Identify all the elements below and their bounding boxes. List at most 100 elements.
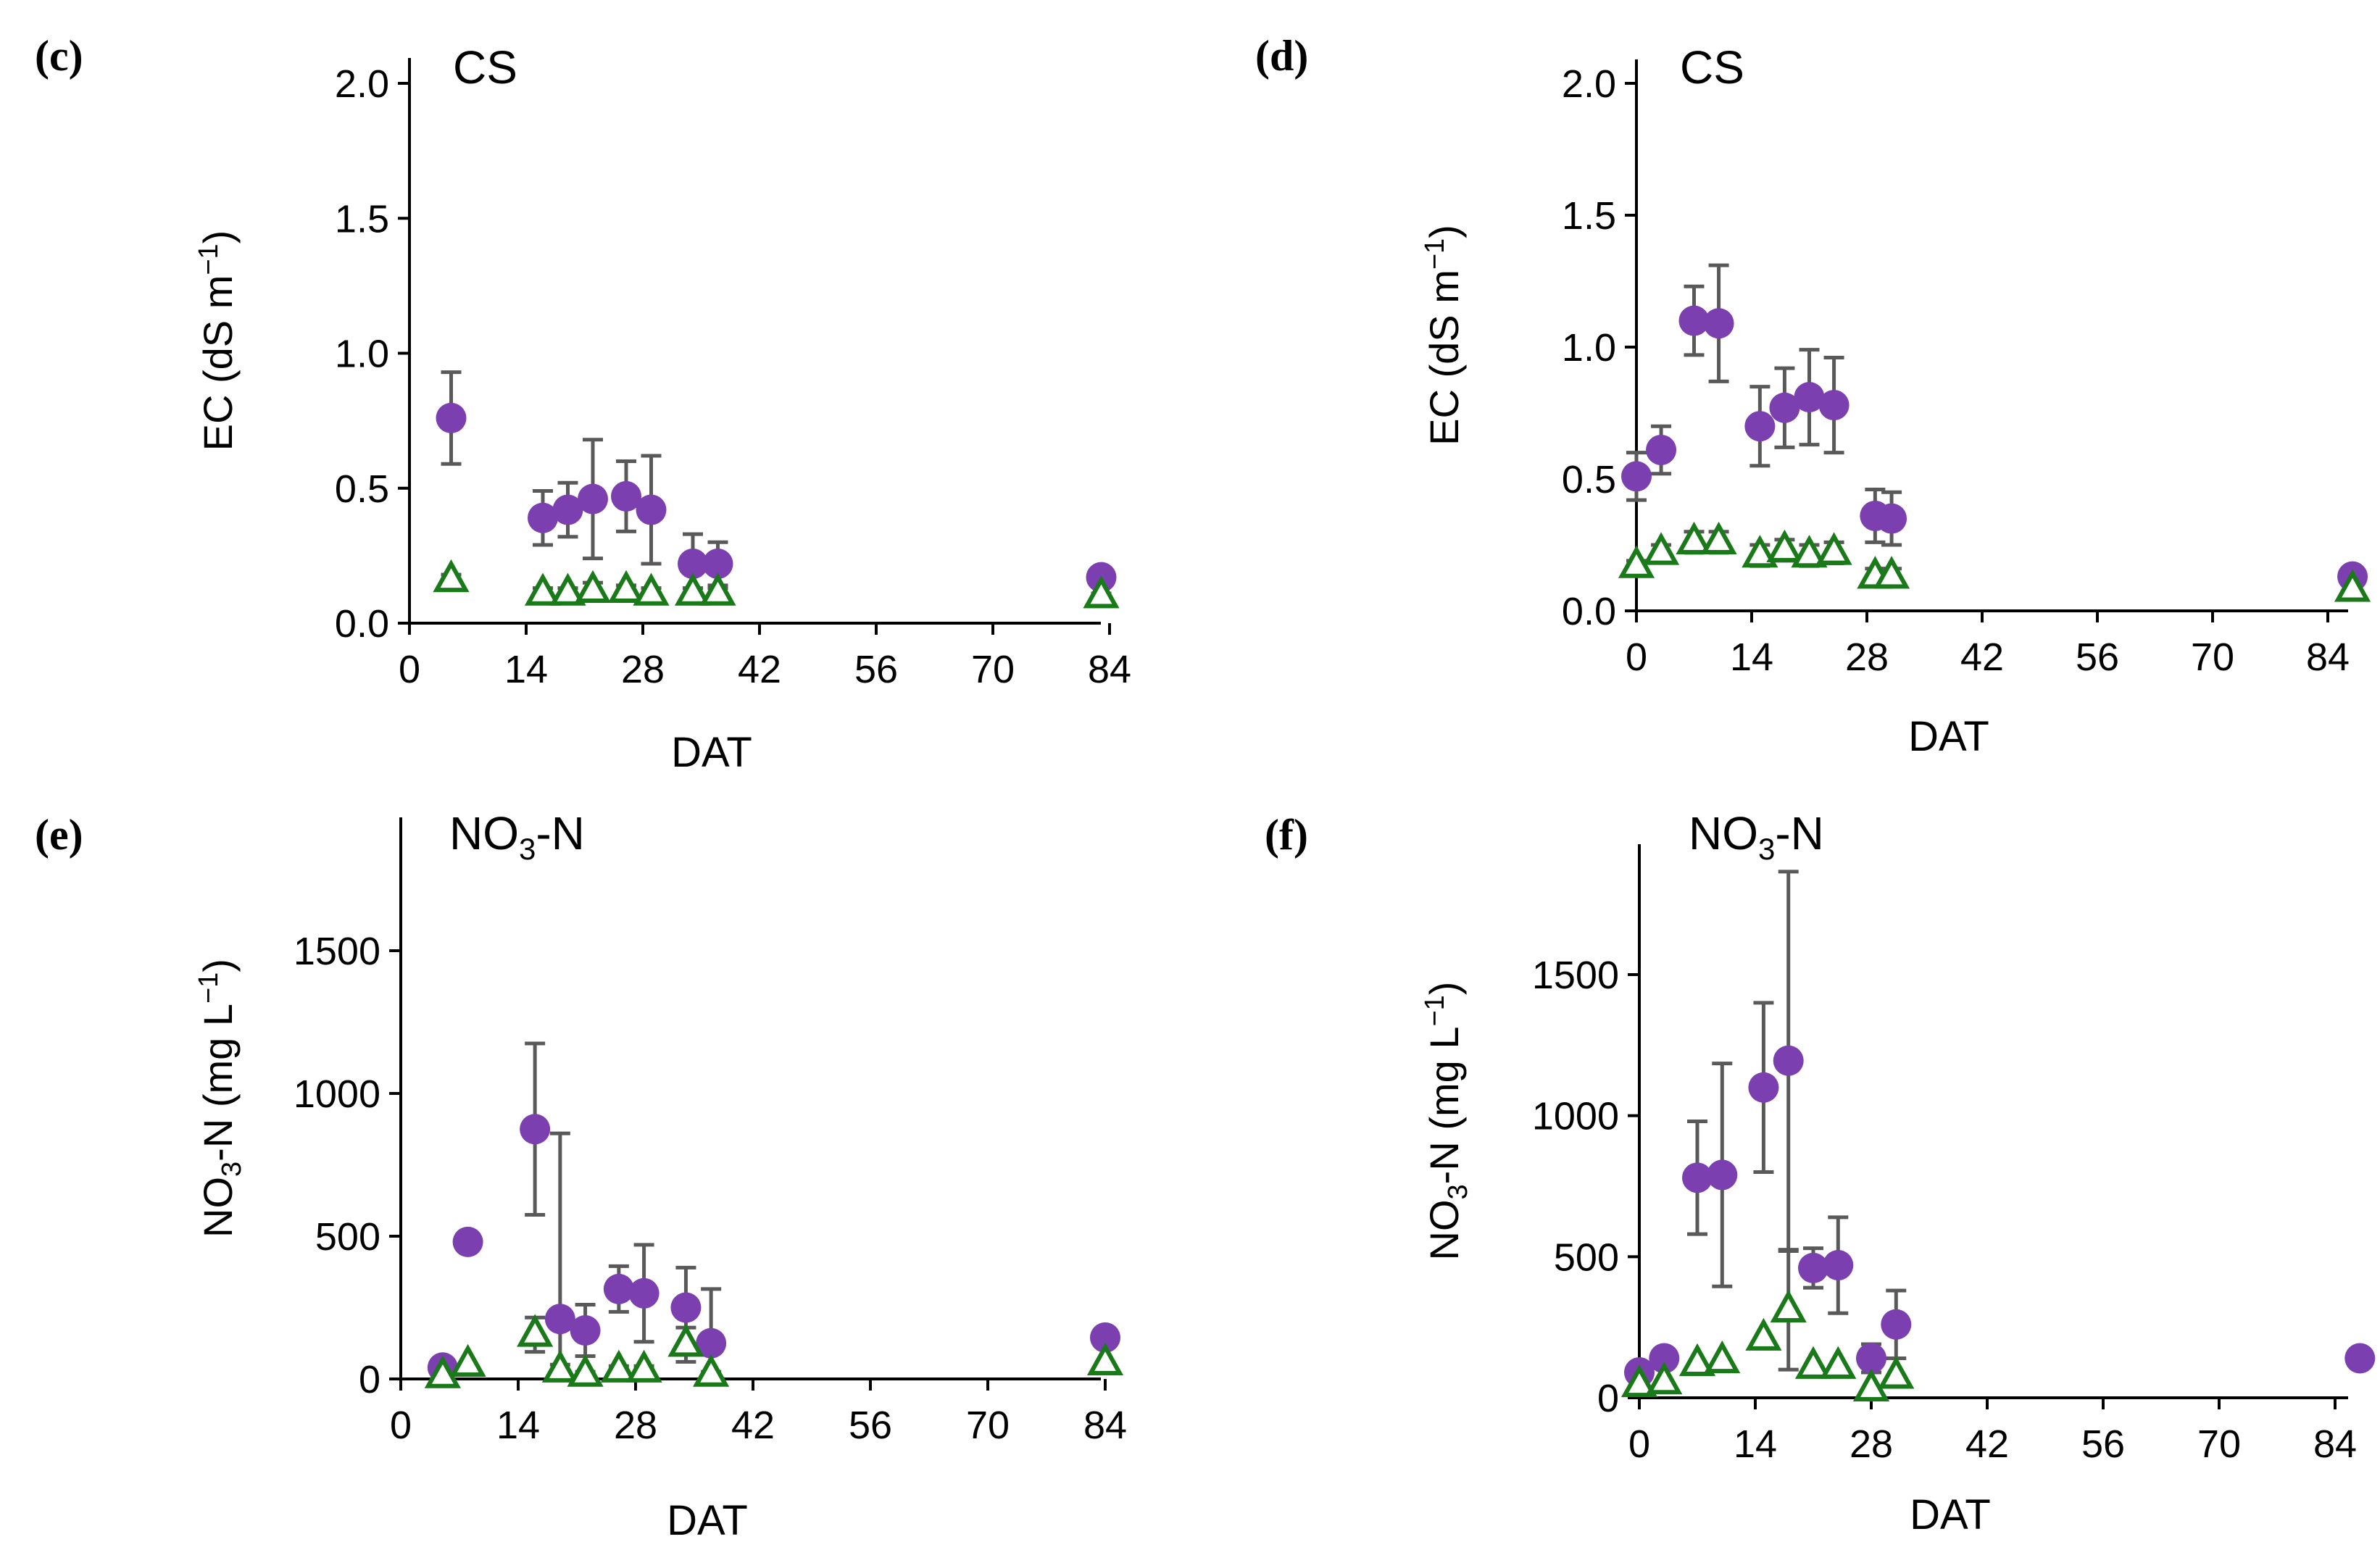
y-axis-label-main: EC (dS m (195, 275, 241, 451)
y-axis-label-tail: ) (1421, 225, 1467, 238)
triangle-point (1766, 529, 1803, 562)
x-tick-label: 70 (971, 648, 1015, 691)
chart-title-sub: 3 (519, 832, 536, 866)
y-axis-label-sup: −1 (194, 243, 224, 275)
y-axis-label-main: EC (dS m (1421, 270, 1467, 446)
circle-point (528, 502, 558, 533)
triangle-point (1745, 1317, 1782, 1351)
x-tick-label: 42 (731, 1404, 775, 1447)
x-tick-label: 70 (966, 1404, 1010, 1447)
triangle-point (524, 572, 562, 606)
x-tick-label: 56 (2081, 1422, 2125, 1466)
x-tick-label: 70 (2191, 635, 2234, 679)
triangle-point (1678, 1343, 1716, 1376)
triangle-point (517, 1314, 554, 1347)
x-tick-label: 0 (1628, 1422, 1650, 1466)
circle-error-bar (549, 1131, 570, 1381)
y-axis-label: NO3-N (mg L−1) (1420, 982, 1473, 1261)
y-tick-label: 1.5 (335, 197, 389, 241)
y-axis-label-sup: −1 (1420, 238, 1450, 270)
triangle-point (433, 559, 470, 593)
triangle-point (567, 1354, 604, 1387)
x-tick-label: 56 (2076, 635, 2119, 679)
x-tick-label: 0 (1626, 635, 1647, 679)
x-axis-label: DAT (1908, 713, 1989, 760)
chart-title-sub: 3 (1758, 832, 1775, 866)
x-axis-label: DAT (671, 729, 752, 776)
triangle-point (1791, 535, 1828, 568)
y-axis-label: EC (dS m−1) (194, 230, 241, 451)
circle-point (1773, 1045, 1804, 1076)
x-axis-label: DAT (667, 1497, 748, 1544)
panel-label: (e) (35, 811, 83, 859)
panel-label: (d) (1255, 32, 1308, 80)
y-tick-label: 500 (1554, 1235, 1619, 1279)
x-tick-label: 70 (2197, 1422, 2241, 1466)
y-tick-label: 0 (1597, 1377, 1619, 1420)
circle-point (611, 480, 641, 512)
circle-point (1703, 308, 1734, 339)
x-tick-label: 14 (1734, 1422, 1777, 1466)
circle-point (1823, 1250, 1854, 1281)
triangle-point (1642, 532, 1680, 565)
x-tick-label: 42 (1965, 1422, 2009, 1466)
chart-title: NO3-N (1689, 807, 1824, 866)
circle-point (544, 1304, 575, 1335)
triangle-point (549, 572, 586, 606)
y-axis-label: EC (dS m−1) (1420, 225, 1467, 446)
chart-title-tail: -N (536, 807, 585, 859)
x-tick-label: 56 (854, 648, 898, 691)
triangle-point (600, 1349, 637, 1383)
circle-point (678, 549, 708, 580)
x-tick-label: 56 (849, 1404, 892, 1447)
circle-point (1798, 1252, 1828, 1283)
circle-point (520, 1114, 551, 1145)
triangle-point (1083, 575, 1120, 609)
circle-point (628, 1278, 660, 1309)
panel-label: (f) (1265, 811, 1308, 859)
triangle-point (1873, 556, 1910, 589)
y-axis-label-tail: ) (1421, 982, 1467, 996)
triangle-point (699, 572, 736, 606)
circle-point (552, 494, 583, 525)
circle-point (1649, 1343, 1680, 1374)
triangle-point (674, 572, 712, 606)
y-axis-label-sup: −1 (1420, 995, 1450, 1026)
circle-point (436, 402, 467, 433)
triangle-point (1620, 1364, 1658, 1398)
triangle-point (1676, 521, 1713, 555)
triangle-point (1646, 1362, 1683, 1395)
circle-point (702, 549, 733, 580)
triangle-point (1618, 545, 1655, 578)
circle-point (1876, 503, 1907, 534)
x-tick-label: 14 (496, 1404, 540, 1447)
triangle-point (667, 1324, 704, 1357)
chart-title-text: CS (453, 41, 517, 93)
x-axis-label: DAT (1910, 1491, 1991, 1538)
x-tick-label: 84 (1083, 1404, 1127, 1447)
circle-point (1646, 434, 1677, 465)
panel-label: (c) (35, 32, 83, 80)
circle-point (1856, 1343, 1886, 1374)
x-tick-label: 28 (1845, 635, 1889, 679)
circle-point (570, 1315, 601, 1346)
chart-panel-d: (d) CS 0 14 28 42 56 70 84 0.0 0.5 1.0 1.5 2.0 DAT EC (… (1255, 32, 2371, 760)
triangle-point (1852, 1368, 1890, 1401)
circle-point (1748, 1072, 1779, 1103)
y-tick-label: 0.0 (335, 602, 389, 646)
triangle-point (1704, 1340, 1741, 1374)
triangle-point (693, 1354, 730, 1387)
triangle-point (1794, 1346, 1832, 1379)
y-tick-label: 0 (359, 1358, 380, 1401)
x-tick-label: 42 (738, 648, 781, 691)
triangle-point (541, 1349, 578, 1383)
triangle-point (1742, 535, 1778, 568)
x-tick-label: 28 (621, 648, 665, 691)
y-tick-label: 1000 (1532, 1095, 1619, 1138)
y-axis-label-sup: −1 (194, 972, 224, 1004)
x-tick-label: 0 (399, 648, 420, 691)
circle-point (1682, 1162, 1713, 1193)
chart-panel-e: (e) NO3-N0 14 28 42 56 70 84050010001500DATNO3-… (35, 807, 1127, 1544)
y-axis-label-sub: 3 (1443, 1184, 1473, 1199)
